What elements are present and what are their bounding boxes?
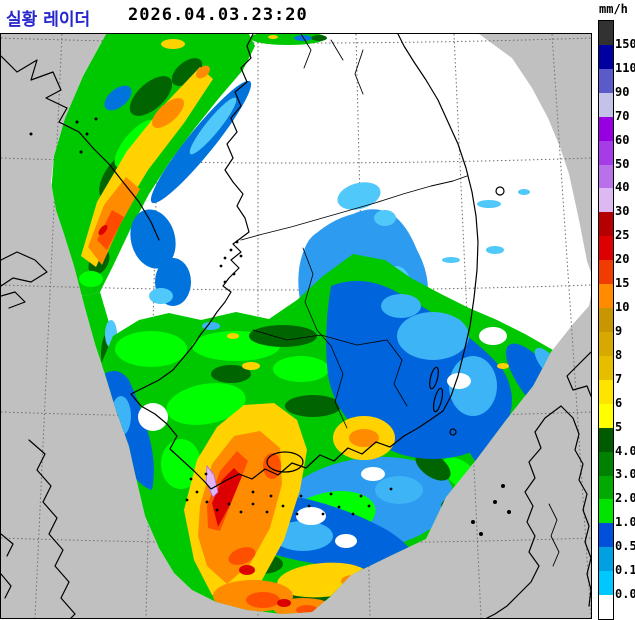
legend-boundary-label: 3.0	[615, 467, 635, 482]
legend-segment	[599, 140, 613, 165]
legend-segment	[599, 236, 613, 261]
legend-segment	[599, 188, 613, 213]
legend-segment	[599, 475, 613, 500]
coastline-china-shandong	[1, 251, 48, 287]
island-iki	[449, 428, 457, 436]
legend-boundary-label: 0.5	[615, 539, 635, 554]
coastline-korea-peninsula	[130, 34, 479, 490]
legend-boundary-label: 9	[615, 323, 623, 338]
legend-boundary-label: 0.1	[615, 563, 635, 578]
province-boundaries	[252, 247, 408, 429]
legend-color-bar	[598, 20, 614, 620]
radar-map-svg	[1, 34, 591, 618]
island-tsushima	[429, 366, 439, 390]
legend-boundary-label: 7	[615, 371, 623, 386]
legend-segment	[599, 212, 613, 237]
legend-boundary-label: 40	[615, 180, 630, 195]
legend-segment	[599, 427, 613, 452]
legend-boundary-label: 5	[615, 419, 623, 434]
legend-boundary-label: 15	[615, 276, 630, 291]
legend-boundary-label: 0.0	[615, 587, 635, 602]
legend-segment	[599, 284, 613, 309]
small-islands	[29, 117, 511, 536]
legend-segment	[599, 44, 613, 69]
legend-boundary-label: 50	[615, 156, 630, 171]
legend-boundary-label: 10	[615, 300, 630, 315]
legend-boundary-label: 30	[615, 204, 630, 219]
coastline-japan-kyushu	[486, 405, 562, 618]
page-title: 실황 레이더	[6, 10, 91, 30]
legend-boundary-label: 25	[615, 228, 630, 243]
legend-segment	[599, 308, 613, 332]
legend-segment	[599, 260, 613, 285]
legend-segment	[599, 523, 613, 548]
coastlines	[1, 34, 591, 618]
legend-segment	[599, 21, 613, 45]
coastline-china-liaodong	[1, 55, 160, 241]
legend-boundary-label: 6	[615, 395, 623, 410]
radar-timestamp: 2026.04.03.23:20	[128, 5, 308, 25]
coastline-china-jiangsu	[28, 439, 76, 618]
legend-boundary-label: 8	[615, 347, 623, 362]
legend-segment	[599, 331, 613, 356]
legend-boundary-label: 90	[615, 84, 630, 99]
border-dmz	[240, 175, 468, 241]
legend-boundary-label: 110	[615, 60, 635, 75]
legend-unit-label: mm/h	[599, 2, 628, 16]
radar-map	[0, 33, 592, 619]
coastline-japan-honshu-tip	[566, 351, 591, 397]
legend-boundary-label: 60	[615, 132, 630, 147]
island-jeju	[266, 451, 304, 473]
legend-segment	[599, 451, 613, 476]
island-ulleungdo	[495, 186, 505, 196]
legend-segment	[599, 571, 613, 596]
legend-segment	[599, 403, 613, 428]
legend-segment	[599, 595, 613, 620]
legend-boundary-label: 1.0	[615, 515, 635, 530]
legend-segment	[599, 68, 613, 93]
legend-segment	[599, 92, 613, 117]
legend-boundary-label: 2.0	[615, 491, 635, 506]
legend-boundary-label: 20	[615, 252, 630, 267]
river-lines-north	[300, 34, 312, 69]
legend-boundary-label: 70	[615, 108, 630, 123]
legend-segment	[599, 547, 613, 572]
legend-boundary-label: 4.0	[615, 443, 635, 458]
legend-segment	[599, 355, 613, 380]
legend-boundary-label: 150	[615, 36, 635, 51]
legend-segment	[599, 164, 613, 189]
legend-segment	[599, 116, 613, 141]
legend-segment	[599, 379, 613, 404]
legend-segment	[599, 499, 613, 524]
